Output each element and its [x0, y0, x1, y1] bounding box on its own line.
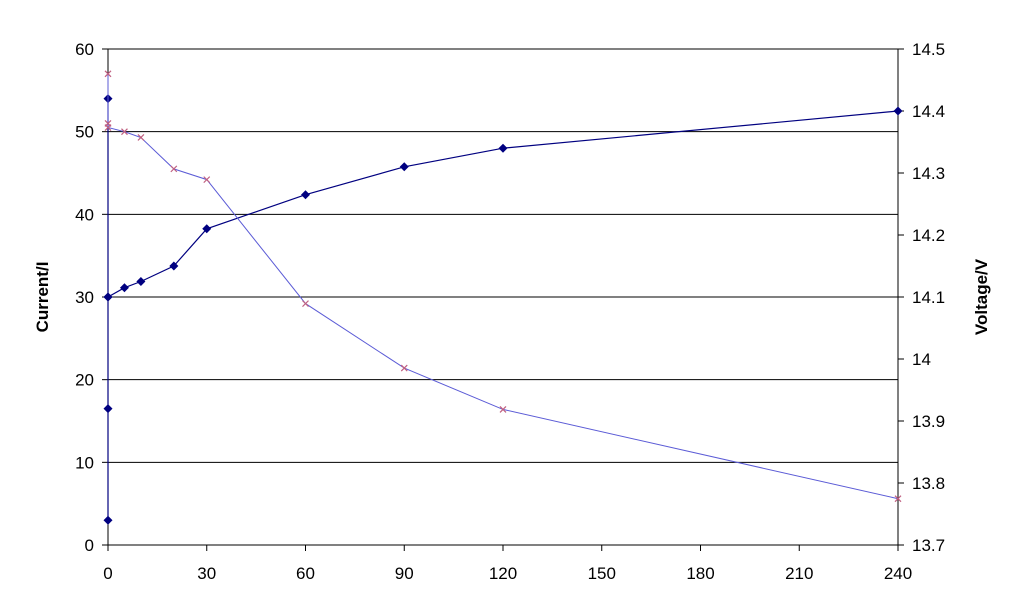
gridlines [108, 48, 898, 463]
series-1-point [103, 515, 113, 525]
x-tick-label: 120 [489, 564, 517, 583]
series-2-point [104, 124, 112, 131]
series-1-point [301, 190, 310, 200]
left-tick-label: 60 [75, 40, 94, 59]
right-tick-label: 14.4 [912, 102, 945, 121]
series-1-point [103, 292, 113, 302]
right-tick-label: 14.1 [912, 288, 945, 307]
right-tick-label: 13.7 [912, 536, 945, 555]
x-tick-label: 150 [588, 564, 616, 583]
right-tick-label: 13.9 [912, 412, 945, 431]
tick-labels: 0 10 20 30 40 50 60 13.7 13.8 13.9 14 14.1 14.2 14.3 1… [75, 40, 945, 583]
right-tick-label: 14.3 [912, 164, 945, 183]
x-tick-label: 240 [884, 564, 912, 583]
series-1-point [103, 404, 113, 414]
series-2-point [104, 70, 112, 78]
series-layer [103, 70, 903, 525]
x-tick-label: 210 [785, 564, 813, 583]
series-1-line [107, 98, 899, 521]
left-tick-label: 40 [75, 205, 94, 224]
left-tick-label: 20 [75, 371, 94, 390]
x-tick-label: 60 [296, 564, 315, 583]
series-1-point [119, 283, 129, 293]
series-2-point [400, 364, 408, 372]
series-2-point [137, 134, 145, 141]
series-2-point [121, 128, 128, 136]
series-2-point [203, 176, 211, 184]
right-tick-label: 14.2 [912, 226, 945, 245]
right-tick-label: 13.8 [912, 474, 945, 493]
left-tick-label: 10 [75, 453, 94, 472]
x-tick-label: 0 [103, 564, 112, 583]
left-tick-label: 50 [75, 123, 94, 142]
series-2-point [302, 300, 309, 308]
series-1-point [136, 277, 146, 286]
series-1-point [498, 143, 508, 153]
left-axis-title: Current/I [33, 262, 52, 333]
right-tick-label: 14.5 [912, 40, 945, 59]
right-axis-title: Voltage/V [972, 258, 991, 335]
series-2-point [894, 495, 902, 503]
series-1-point [399, 162, 409, 172]
left-tick-label: 30 [75, 288, 94, 307]
series-2-point [170, 165, 178, 173]
series-2-point [499, 406, 507, 413]
x-tick-label: 30 [197, 564, 216, 583]
series-1-point [202, 224, 212, 234]
x-tick-label: 90 [395, 564, 414, 583]
series-1-point [893, 106, 903, 116]
left-tick-label: 0 [85, 536, 94, 555]
series-1-point [169, 261, 179, 271]
right-tick-label: 14 [912, 350, 931, 369]
x-tick-label: 180 [686, 564, 714, 583]
